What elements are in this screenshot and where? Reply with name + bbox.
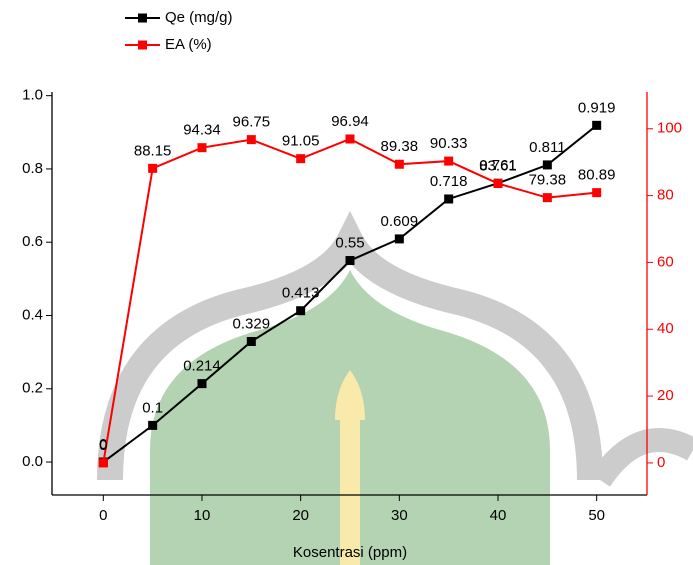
data-label: 0.413	[282, 285, 320, 302]
marker	[592, 188, 601, 197]
data-label: 80.89	[578, 167, 616, 184]
x-axis-label: Kosentrasi (ppm)	[293, 544, 407, 561]
marker	[197, 143, 206, 152]
data-label: 91.05	[282, 133, 320, 150]
x-tick-label: 0	[99, 507, 107, 524]
legend-label: EA (%)	[165, 36, 212, 53]
marker	[99, 458, 108, 467]
data-label: 96.75	[233, 114, 271, 131]
y2-tick-label: 80	[657, 187, 674, 204]
marker	[543, 160, 552, 169]
y-tick-label: 0.2	[22, 380, 43, 397]
marker	[592, 121, 601, 130]
data-label: 0.919	[578, 99, 616, 116]
data-label: 83.61	[479, 157, 517, 174]
y-tick-label: 0.8	[22, 160, 43, 177]
marker	[247, 135, 256, 144]
x-tick-label: 20	[292, 507, 309, 524]
marker	[543, 193, 552, 202]
data-label: 0.329	[233, 315, 271, 332]
y2-tick-label: 20	[657, 387, 674, 404]
data-label: 0.55	[335, 234, 364, 251]
data-label: 96.94	[331, 113, 369, 130]
data-label: 0.718	[430, 173, 468, 190]
marker	[247, 337, 256, 346]
marker	[148, 164, 157, 173]
data-label: 90.33	[430, 135, 468, 152]
data-label: 94.34	[183, 122, 221, 139]
x-tick-label: 50	[588, 507, 605, 524]
legend-label: Qe (mg/g)	[165, 9, 233, 26]
y-tick-label: 0.6	[22, 233, 43, 250]
marker	[395, 160, 404, 169]
y-tick-label: 0.0	[22, 453, 43, 470]
legend-marker	[138, 41, 147, 50]
data-label: 89.38	[381, 138, 419, 155]
marker	[296, 154, 305, 163]
marker	[494, 179, 503, 188]
y2-tick-label: 0	[657, 454, 665, 471]
marker	[148, 421, 157, 430]
y-tick-label: 0.4	[22, 306, 43, 323]
data-label: 88.15	[134, 142, 172, 159]
marker	[296, 306, 305, 315]
data-label: 0.811	[529, 139, 565, 156]
x-tick-label: 30	[391, 507, 408, 524]
chart: Kosentrasi (ppm) 0 10 20 30 40 50 0.0 0.2 0.4 0.6…	[0, 0, 693, 565]
x-tick-label: 40	[490, 507, 507, 524]
data-label: 0.1	[142, 399, 163, 416]
marker	[444, 194, 453, 203]
y-tick-label: 1.0	[22, 87, 43, 104]
marker	[444, 157, 453, 166]
marker	[197, 379, 206, 388]
marker	[345, 256, 354, 265]
data-label: 0	[99, 437, 107, 454]
marker	[345, 134, 354, 143]
data-label: 0.214	[183, 358, 221, 375]
y2-tick-label: 60	[657, 253, 674, 270]
y2-tick-label: 40	[657, 320, 674, 337]
data-label: 0.609	[381, 213, 419, 230]
marker	[395, 234, 404, 243]
data-label: 79.38	[529, 172, 567, 189]
legend-marker	[138, 14, 147, 23]
y2-tick-label: 100	[657, 120, 682, 137]
x-tick-label: 10	[194, 507, 211, 524]
